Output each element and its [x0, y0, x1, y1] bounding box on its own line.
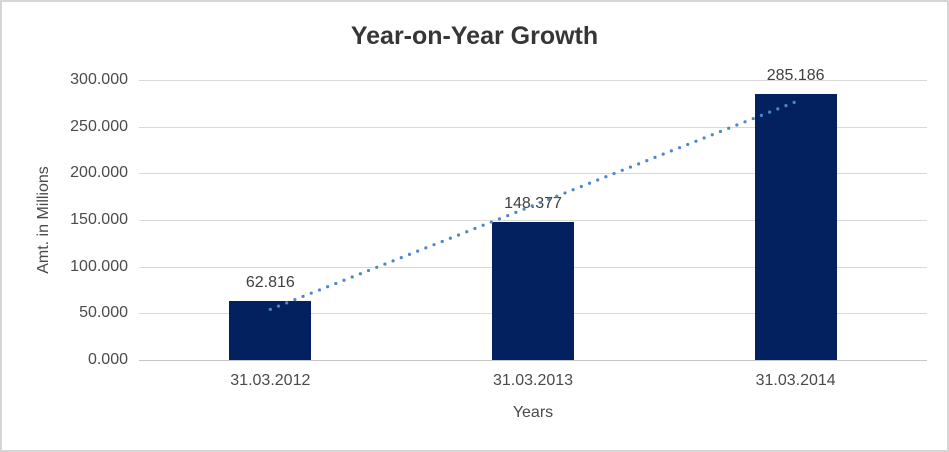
x-tick-label: 31.03.2013	[492, 372, 574, 389]
y-tick-label: 50.000	[79, 304, 128, 322]
plot-area: 62.816 148.377 285.186	[139, 67, 927, 361]
bar	[229, 301, 312, 360]
bar	[754, 93, 837, 360]
y-tick-label: 200.000	[70, 164, 128, 182]
chart-title: Year-on-Year Growth	[350, 22, 599, 50]
x-tick-label: 31.03.2014	[755, 372, 836, 389]
gridline	[139, 80, 927, 81]
y-tick-label: 150.000	[70, 211, 128, 228]
bar	[492, 221, 574, 360]
bar-value-label: 148.377	[504, 194, 562, 212]
y-tick-label: 250.000	[70, 117, 128, 135]
x-tick-label: 31.03.2012	[230, 372, 311, 389]
y-tick-label: 300.000	[70, 71, 128, 88]
y-tick-label: 100.000	[70, 257, 128, 275]
x-axis-title: Years	[512, 404, 554, 421]
bar-value-label: 285.186	[766, 66, 825, 84]
bar-value-label: 62.816	[245, 274, 295, 292]
y-tick-label: 0.000	[87, 351, 128, 368]
y-axis-tick-labels: 0.000 50.000 100.000 150.000 200.000 250.000 3…	[2, 71, 128, 368]
x-axis-tick-labels: 31.03.2012 31.03.2013 31.03.2014	[139, 372, 927, 394]
